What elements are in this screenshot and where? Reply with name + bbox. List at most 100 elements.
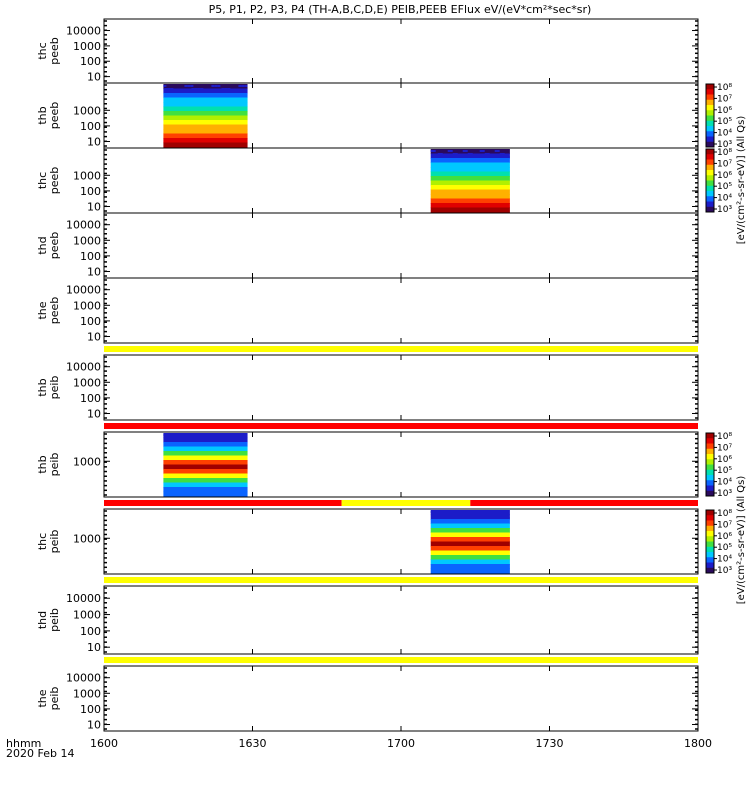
colorbar-tick-label: 10⁴ xyxy=(717,555,732,565)
heatmap-cell xyxy=(430,171,510,177)
colorbar-swatch xyxy=(706,99,714,106)
y-tick-label: 10000 xyxy=(66,672,101,685)
heatmap-cell xyxy=(430,523,510,529)
heatmap-speckle xyxy=(194,88,198,90)
heatmap-speckle xyxy=(234,91,238,93)
y-tick-label: 100 xyxy=(80,55,101,68)
colorbar-swatch xyxy=(706,459,714,465)
heatmap-speckle xyxy=(231,440,235,442)
heatmap-speckle xyxy=(207,440,211,442)
colorbar-tick-label: 10⁴ xyxy=(717,478,732,488)
heatmap-speckle xyxy=(476,517,480,519)
heatmap-cell xyxy=(430,158,510,164)
heatmap-cell xyxy=(163,460,248,466)
heatmap-speckle xyxy=(479,511,483,513)
heatmap-cell xyxy=(430,528,510,534)
heatmap-cell xyxy=(163,442,248,448)
colorbar-swatch xyxy=(706,454,714,460)
heatmap-speckle xyxy=(194,437,198,439)
heatmap-speckle xyxy=(439,153,443,155)
colorbar-swatch xyxy=(706,175,714,181)
colorbar-swatch xyxy=(706,480,714,486)
heatmap-speckle xyxy=(496,150,500,152)
heatmap-speckle xyxy=(449,511,453,513)
colorbar-swatch xyxy=(706,94,714,101)
colorbar-frame xyxy=(705,83,715,148)
colorbar-swatch xyxy=(706,131,714,137)
heatmap-speckle xyxy=(204,91,208,93)
y-tick-label: 100 xyxy=(80,185,101,198)
colorbar-label-top: [eV/(cm²-s-sr-eV)] (All Qs) xyxy=(736,116,747,245)
heatmap-speckle xyxy=(442,156,446,158)
x-tick-label: 1730 xyxy=(536,737,564,750)
panel-thc-peeb: 10 100 1000 10000 thc peeb xyxy=(36,18,699,84)
heatmap-speckle xyxy=(238,85,242,87)
colorbar-label-bottom: [eV/(cm²-s-sr-eV)] (All Qs) xyxy=(736,476,747,605)
heatmap-speckle xyxy=(244,434,248,436)
colorbar-tick-label: 10⁵ xyxy=(717,543,732,553)
heatmap-speckle xyxy=(180,440,184,442)
heatmap-speckle xyxy=(167,88,171,90)
colorbar-swatch xyxy=(706,567,714,574)
panel-the-peib: 10 100 1000 10000 the peib xyxy=(36,665,699,732)
heatmap-speckle xyxy=(464,511,468,513)
flag-bar-segment xyxy=(104,346,698,352)
heatmap-cell xyxy=(163,451,248,457)
colorbar-swatch xyxy=(706,536,714,542)
heatmap-speckle xyxy=(207,91,211,93)
heatmap-cell xyxy=(163,93,248,99)
colorbar-tick-label: 10³ xyxy=(717,205,732,215)
heatmap-speckle xyxy=(452,514,456,516)
heatmap-speckle xyxy=(459,156,463,158)
y-tick-label: 10 xyxy=(87,71,101,84)
y-axis-label: thc xyxy=(36,172,49,189)
heatmap-cell xyxy=(163,473,248,479)
colorbar-swatch xyxy=(706,154,714,160)
heatmap-speckle xyxy=(444,156,448,158)
heatmap-cell xyxy=(430,194,510,200)
flag-bar-segment xyxy=(341,500,471,506)
x-tick-label: 1800 xyxy=(684,737,712,750)
panel-frame xyxy=(103,212,699,279)
colorbar-swatch xyxy=(706,201,714,208)
heatmap-speckle xyxy=(197,88,201,90)
heatmap-speckle xyxy=(211,434,215,436)
y-tick-label: 1000 xyxy=(73,104,101,117)
heatmap-cell xyxy=(163,482,248,488)
heatmap-speckle xyxy=(214,434,218,436)
time-axis: 1600 1630 1700 1730 1800 xyxy=(90,19,712,750)
x-tick-label: 1600 xyxy=(90,737,118,750)
heatmap-cell xyxy=(163,491,248,497)
colorbar-swatch xyxy=(706,541,714,548)
colorbar-tick-label: 10⁷ xyxy=(717,159,732,169)
heatmap-speckle xyxy=(469,514,473,516)
colorbar-swatch xyxy=(706,469,714,476)
heatmap-speckle xyxy=(217,85,221,87)
colorbar-swatch xyxy=(706,433,714,439)
heatmap-speckle xyxy=(499,514,503,516)
heatmap-speckle xyxy=(184,434,188,436)
colorbar-tick-label: 10⁷ xyxy=(717,443,732,453)
colorbar-swatch xyxy=(706,84,714,90)
y-tick-label: 10000 xyxy=(66,592,101,605)
heatmap-cell xyxy=(163,433,248,439)
colorbar-swatch xyxy=(706,141,714,148)
panel-frame xyxy=(103,277,699,344)
heatmap-speckle xyxy=(170,88,174,90)
colorbar-swatch xyxy=(706,438,714,444)
y-tick-label: 1000 xyxy=(73,299,101,312)
heatmap-speckle xyxy=(204,440,208,442)
heatmap-speckle xyxy=(467,153,471,155)
y-tick-label: 1000 xyxy=(73,532,101,545)
heatmap-speckle xyxy=(211,85,215,87)
heatmap-speckle xyxy=(476,156,480,158)
panel-frame xyxy=(103,147,699,214)
y-axis-label: peib xyxy=(48,608,61,632)
x-tick-label: 1630 xyxy=(239,737,267,750)
heatmap-speckle xyxy=(174,440,178,442)
heatmap-speckle xyxy=(459,517,463,519)
colorbar-swatch xyxy=(706,196,714,202)
heatmap-cell xyxy=(430,550,510,556)
